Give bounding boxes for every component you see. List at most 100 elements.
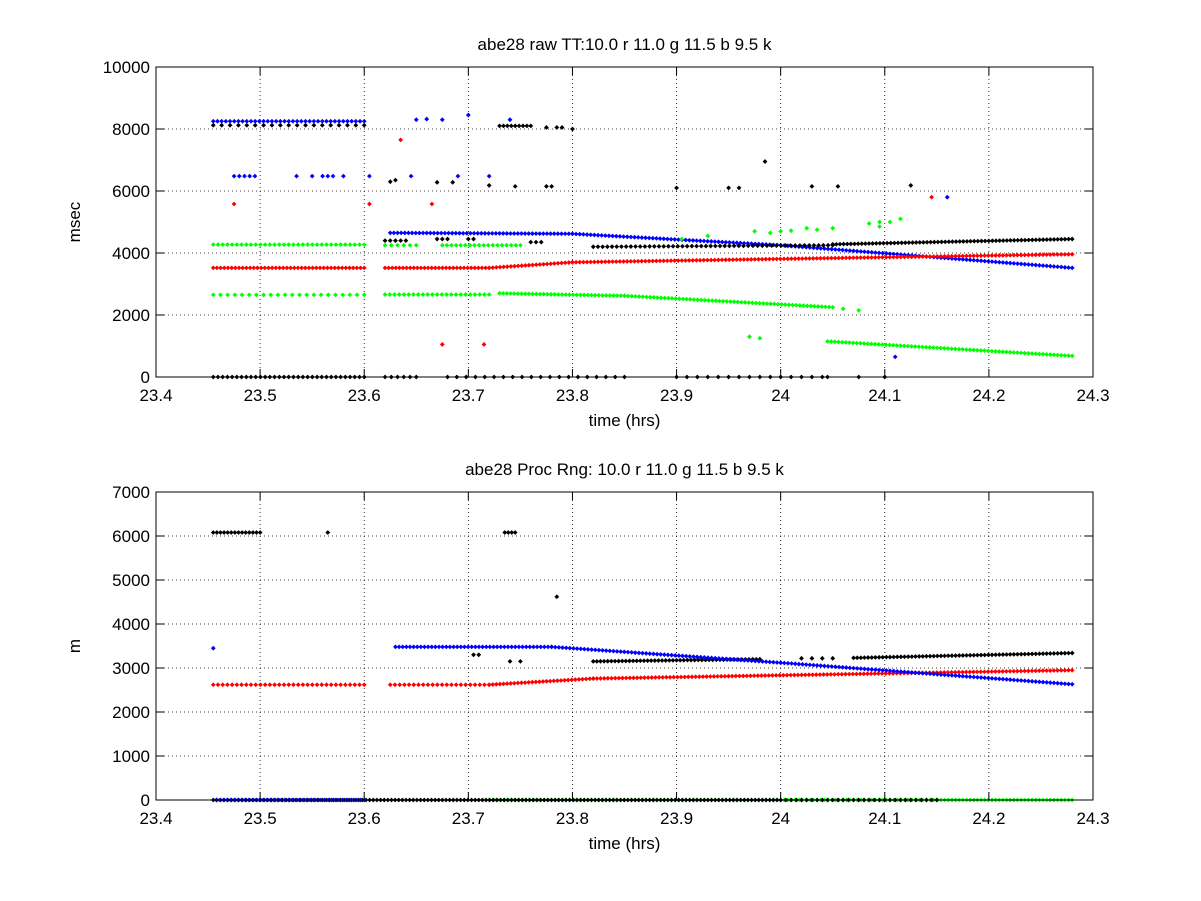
y-tick-label: 4000 [112, 615, 150, 634]
data-point [764, 243, 770, 249]
data-point [1015, 651, 1020, 657]
x-tick-label: 23.4 [139, 386, 172, 405]
data-point [551, 231, 557, 237]
data-point [339, 265, 345, 271]
data-point [691, 654, 696, 660]
data-point [993, 259, 999, 265]
data-point [338, 682, 344, 688]
data-point [993, 652, 999, 658]
data-point [1044, 679, 1050, 685]
data-point [634, 658, 640, 664]
data-point [707, 674, 713, 679]
data-point [439, 242, 445, 248]
proc-rng-xlabel: time (hrs) [589, 834, 661, 853]
data-point [501, 681, 506, 687]
data-point [912, 344, 918, 349]
data-point [1015, 252, 1020, 258]
data-point [619, 658, 625, 664]
data-point [416, 682, 421, 688]
data-point [828, 339, 834, 344]
data-point [996, 676, 1002, 682]
data-point [276, 242, 282, 248]
data-point [620, 675, 625, 681]
data-point [635, 235, 641, 240]
data-point [839, 255, 845, 261]
data-point [869, 655, 875, 660]
data-point [986, 238, 992, 244]
data-point [562, 260, 568, 266]
data-point [583, 676, 589, 682]
data-point [398, 230, 404, 236]
data-point [486, 183, 492, 188]
data-point [608, 658, 614, 664]
data-point [942, 653, 948, 659]
data-point [336, 265, 341, 271]
data-point [854, 248, 860, 254]
data-point [895, 240, 901, 246]
data-point [590, 244, 596, 250]
data-point [708, 257, 714, 263]
data-point [361, 118, 367, 124]
data-point [906, 240, 912, 246]
data-point [741, 240, 747, 246]
data-point [284, 265, 290, 271]
data-point [349, 118, 355, 124]
data-point [258, 265, 264, 271]
data-point [420, 292, 426, 297]
data-point [745, 243, 751, 249]
data-point [424, 116, 430, 122]
data-point [814, 255, 820, 261]
data-point [861, 341, 867, 346]
data-point [647, 244, 653, 249]
data-point [566, 260, 572, 265]
data-point [1033, 351, 1039, 357]
data-point [905, 669, 911, 675]
data-point [563, 645, 569, 651]
data-point [420, 230, 426, 236]
data-point [500, 231, 506, 236]
data-point [706, 298, 711, 303]
data-point [1004, 260, 1009, 266]
data-point [527, 644, 533, 650]
data-point [832, 255, 838, 261]
data-point [387, 230, 393, 236]
data-point [847, 340, 852, 346]
data-point [735, 299, 741, 305]
data-point [781, 256, 787, 262]
data-point [661, 652, 667, 658]
data-point [788, 228, 794, 234]
data-point [619, 244, 624, 250]
data-point [551, 678, 557, 684]
data-point [905, 654, 911, 660]
data-point [609, 675, 614, 681]
data-point [1051, 237, 1057, 242]
data-point [458, 292, 464, 297]
data-point [422, 265, 427, 271]
data-point [722, 243, 728, 249]
x-tick-label: 23.6 [348, 386, 381, 405]
data-point [295, 682, 301, 688]
data-point [705, 257, 710, 263]
data-point [694, 243, 699, 249]
data-point [504, 264, 510, 270]
data-point [210, 118, 216, 124]
data-point [909, 654, 915, 659]
data-point [819, 304, 825, 310]
data-point [395, 230, 400, 236]
data-point [887, 654, 893, 660]
data-point [982, 253, 988, 259]
data-point [731, 299, 737, 305]
data-point [450, 265, 456, 271]
data-point [255, 265, 260, 271]
data-point [938, 253, 944, 259]
data-point [598, 676, 603, 681]
data-point [813, 672, 819, 678]
data-point [796, 661, 802, 667]
data-point [497, 264, 503, 270]
data-point [1066, 236, 1071, 242]
data-point [1018, 651, 1024, 657]
data-point [325, 173, 331, 179]
data-point [899, 240, 905, 246]
x-tick-label: 23.4 [139, 809, 172, 828]
data-point [709, 655, 714, 661]
